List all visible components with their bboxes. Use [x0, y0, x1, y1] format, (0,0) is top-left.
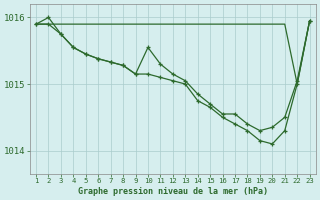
X-axis label: Graphe pression niveau de la mer (hPa): Graphe pression niveau de la mer (hPa) — [78, 187, 268, 196]
